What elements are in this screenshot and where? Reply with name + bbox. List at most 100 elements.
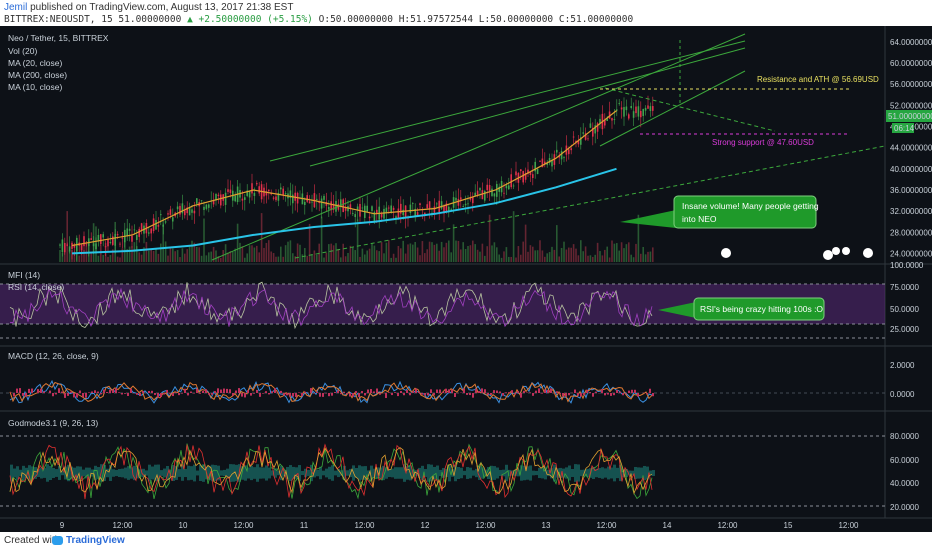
volume-bar <box>349 245 352 262</box>
tradingview-link[interactable]: TradingView <box>66 535 125 546</box>
godmode-area <box>559 467 562 479</box>
macd-histogram-bar <box>301 393 303 397</box>
price-tick: 60.00000000 <box>890 59 932 68</box>
godmode-area <box>118 468 121 478</box>
trend-line[interactable] <box>309 47 746 167</box>
trend-line[interactable] <box>269 40 746 162</box>
godmode-area <box>631 470 634 476</box>
candle-body <box>80 244 83 251</box>
macd-histogram-bar <box>595 391 597 393</box>
candle-body <box>390 205 392 213</box>
macd-histogram-bar <box>601 388 603 393</box>
macd-histogram-bar <box>127 393 129 396</box>
signal-line <box>9 381 653 403</box>
volume-bar <box>419 255 421 262</box>
price-tick: 36.00000000 <box>890 186 932 195</box>
macd-histogram-bar <box>637 393 639 397</box>
candle-body <box>445 203 448 212</box>
candle-body <box>244 197 246 200</box>
godmode-area <box>346 470 349 476</box>
candle-body <box>155 219 157 230</box>
volume-bar <box>539 240 541 262</box>
volume-bar <box>601 255 604 262</box>
volume-bar <box>160 243 162 262</box>
price-tick: 28.00000000 <box>890 228 932 237</box>
volume-bar <box>474 244 476 262</box>
macd-histogram-bar <box>40 388 42 393</box>
macd-histogram-bar <box>544 389 546 393</box>
volume-bar <box>517 246 520 262</box>
candle-body <box>258 186 260 194</box>
volume-bar <box>78 255 80 262</box>
candle-body <box>522 170 524 183</box>
macd-histogram-bar <box>94 390 96 393</box>
volume-bar <box>316 254 318 262</box>
volume-bar <box>584 246 587 262</box>
godmode-area <box>358 465 361 481</box>
volume-bar <box>212 246 215 262</box>
legend-ma200: MA (200, close) <box>8 70 67 80</box>
countdown-text: 06:14 <box>894 124 915 133</box>
candle-body <box>608 111 611 119</box>
author-link[interactable]: Jemil <box>4 2 28 13</box>
volume-bar <box>313 250 316 262</box>
macd-histogram-bar <box>496 390 498 393</box>
macd-histogram-bar <box>178 393 180 396</box>
flag-icon[interactable] <box>721 248 731 258</box>
macd-histogram-bar <box>232 393 234 396</box>
flag-icon[interactable] <box>863 248 873 258</box>
godmode-area <box>436 465 439 481</box>
candle-body <box>644 107 647 111</box>
oscillators <box>9 281 655 500</box>
mfi-label: MFI (14) <box>8 270 40 280</box>
godmode-area <box>151 466 154 480</box>
godmode-area <box>241 466 244 480</box>
macd-histogram-bar <box>271 391 273 393</box>
volume-callout[interactable]: Insane volume! Many people getting into … <box>620 195 819 229</box>
volume-callout-line2: into NEO <box>682 214 717 224</box>
volume-bar <box>241 246 244 262</box>
volume-bar <box>73 251 76 262</box>
volume-bar <box>311 254 313 262</box>
godmode-area <box>439 469 442 477</box>
rsi-callout[interactable]: RSI's being crazy hitting 100s :O <box>658 297 825 321</box>
volume-bar <box>184 253 186 262</box>
support-trend-line[interactable] <box>294 145 886 259</box>
volume-bar <box>510 256 512 262</box>
godmode-area <box>496 467 499 479</box>
macd-histogram-bar <box>565 393 567 397</box>
godmode-area <box>355 467 358 479</box>
volume-bar <box>404 253 407 262</box>
godmode-area <box>625 468 628 478</box>
volume-bar <box>179 257 181 262</box>
candle-body <box>354 214 356 218</box>
flag-icon[interactable] <box>832 247 840 255</box>
volume-bar <box>455 240 457 262</box>
macd-histogram-bar <box>109 389 111 393</box>
candles <box>59 95 654 261</box>
godmode-area <box>301 470 304 476</box>
countdown-tag <box>892 123 914 133</box>
chart-area[interactable]: Neo / Tether, 15, BITTREX Vol (20) MA (2… <box>0 26 932 532</box>
flag-icon[interactable] <box>823 250 833 260</box>
tradingview-logo-icon <box>52 536 63 545</box>
volume-bar <box>416 247 419 262</box>
volume-bar <box>431 242 433 262</box>
candle-body <box>234 195 236 202</box>
candle-body <box>563 157 565 159</box>
macd-histogram-bar <box>550 388 552 393</box>
macd-histogram-bar <box>181 393 183 394</box>
candle-body <box>460 197 462 200</box>
wedge-line[interactable] <box>604 87 776 132</box>
macd-histogram-bar <box>343 391 345 393</box>
volume-bar <box>469 245 472 262</box>
candle-body <box>136 234 138 240</box>
volume-bar <box>390 257 392 262</box>
volume-bar <box>644 254 647 262</box>
trend-line[interactable] <box>599 70 746 147</box>
volume-bar <box>587 255 589 262</box>
godmode-area <box>364 466 367 480</box>
time-tick: 12:00 <box>233 521 254 530</box>
godmode-area <box>103 464 106 482</box>
flag-icon[interactable] <box>842 247 850 255</box>
